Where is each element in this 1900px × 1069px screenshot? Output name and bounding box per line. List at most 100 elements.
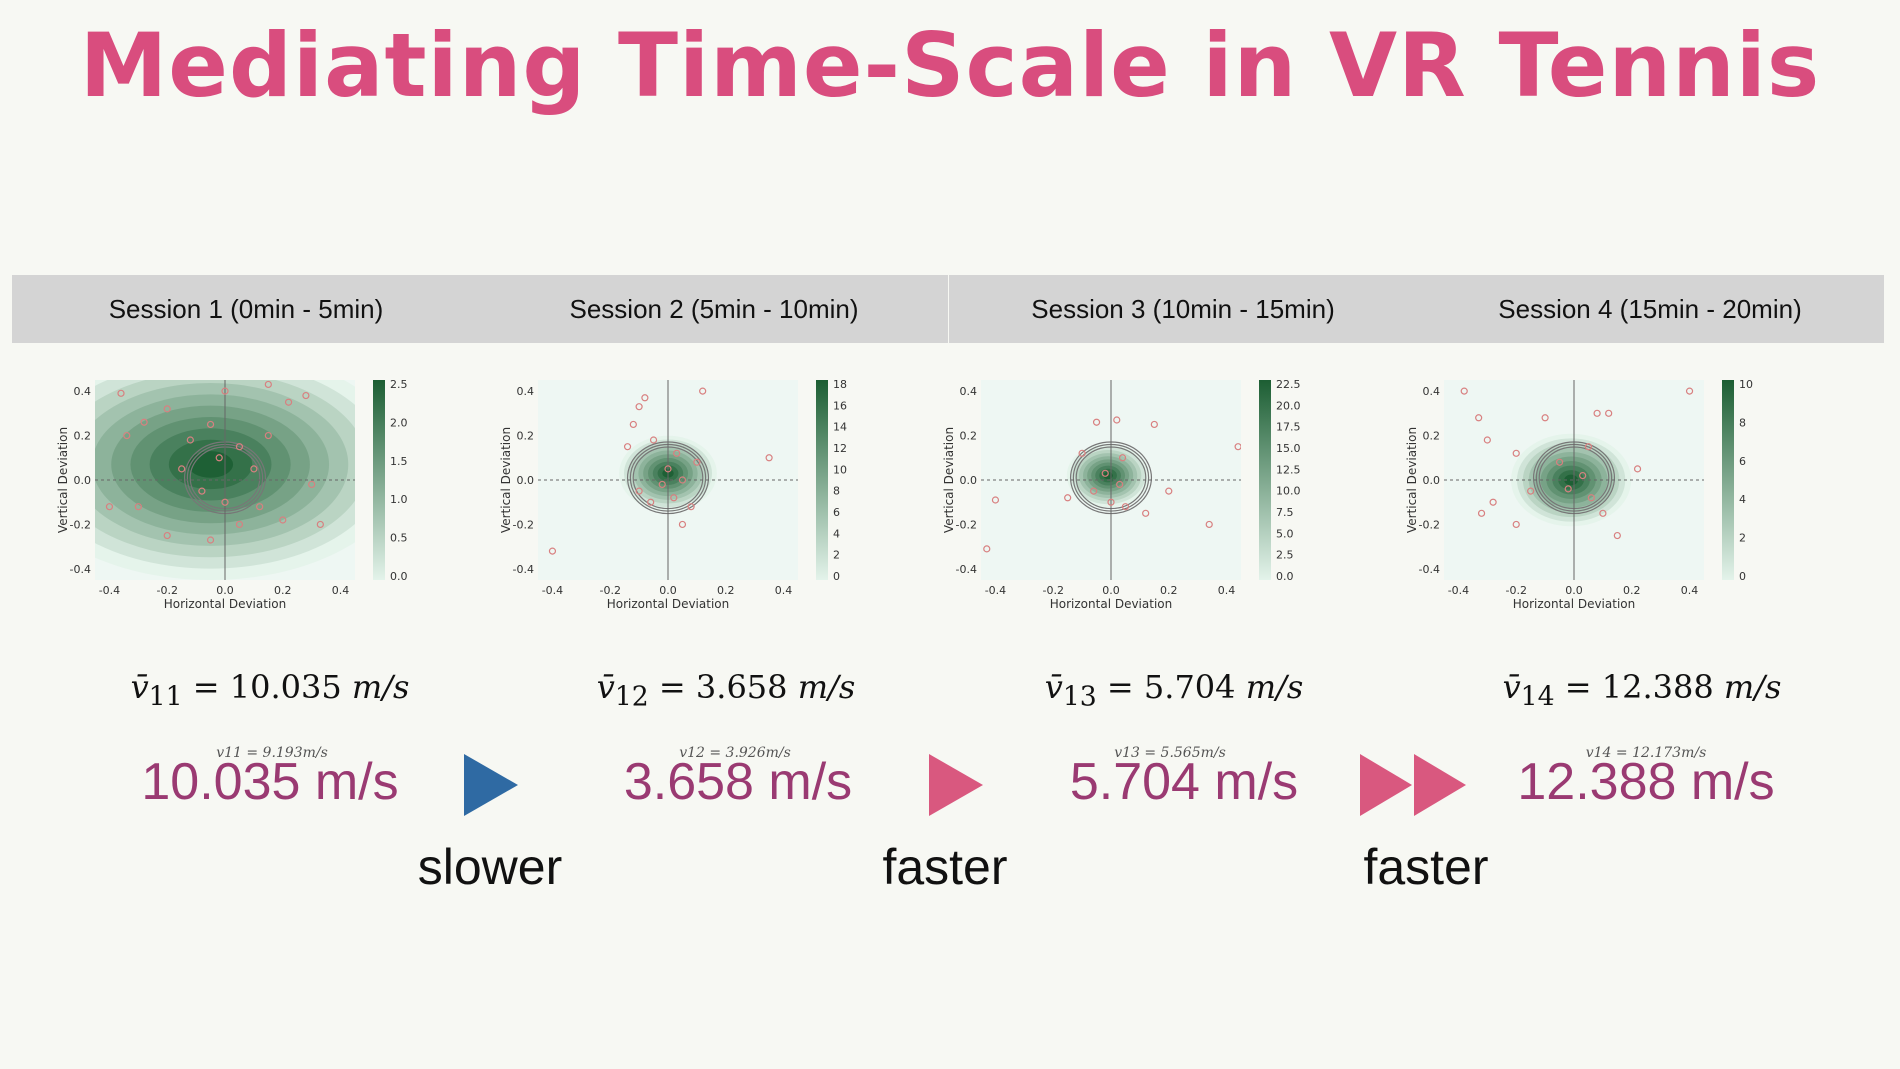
- y-tick-label: 0.4: [960, 385, 978, 398]
- colorbar-tick-label: 0: [1739, 570, 1746, 583]
- density-plot-3: -0.4 -0.2 0.0 0.2 0.4 0.4 0.2 0.0 -0.2 -0.4 Horizo…: [941, 372, 1401, 662]
- colorbar-tick-label: 7.5: [1276, 506, 1294, 519]
- colorbar-tick-label: 4: [833, 527, 840, 540]
- session-4: Session 4 (15min - 20min): [1416, 275, 1884, 345]
- data-point: [1564, 485, 1572, 493]
- y-tick-label: -0.4: [956, 563, 977, 576]
- y-tick-label: 0.0: [960, 474, 978, 487]
- colorbar-tick-label: 15.0: [1276, 442, 1301, 455]
- transition-word-1: slower: [417, 839, 563, 895]
- x-tick-label: 0.4: [332, 584, 350, 597]
- density-contour: [188, 451, 234, 478]
- density-svg-2: -0.4 -0.2 0.0 0.2 0.4 0.4 0.2 0.0 -0.2 -0.4 Horizo…: [499, 378, 847, 611]
- colorbar-tick-label: 20.0: [1276, 399, 1301, 412]
- small-note-4: v14 = 12.173m/s: [1585, 745, 1707, 761]
- data-point: [1685, 387, 1694, 395]
- density-layer: [538, 380, 798, 580]
- data-point: [983, 545, 991, 553]
- slide-title: Mediating Time-Scale in VR Tennis: [79, 14, 1821, 117]
- data-point: [123, 431, 131, 440]
- colorbar-tick-label: 18: [833, 378, 847, 391]
- x-tick-label: 0.0: [216, 584, 234, 597]
- data-point: [1113, 416, 1121, 424]
- colorbar-tick-label: 4: [1739, 493, 1746, 506]
- x-tick-label: 0.4: [1681, 584, 1699, 597]
- data-point: [1599, 509, 1607, 517]
- x-tick-label: 0.0: [1565, 584, 1583, 597]
- x-tick-label: 0.4: [775, 584, 793, 597]
- data-point: [1118, 454, 1127, 462]
- data-point: [279, 516, 287, 524]
- data-point: [1101, 469, 1109, 477]
- data-point: [235, 443, 244, 451]
- density-layer: [1444, 380, 1704, 580]
- colorbar-tick-label: 2.0: [390, 416, 408, 429]
- faster-arrow-icon: [929, 754, 983, 816]
- colorbar: [373, 380, 385, 580]
- slower-arrow-icon: [464, 754, 518, 816]
- data-point: [629, 420, 637, 429]
- session-3-label: Session 3 (10min - 15min): [949, 275, 1417, 343]
- x-tick-label: 0.4: [1218, 584, 1236, 597]
- data-point: [117, 389, 125, 397]
- data-point: [284, 398, 293, 406]
- data-point: [198, 487, 206, 495]
- data-point: [1633, 465, 1642, 473]
- x-axis-label: Horizontal Deviation: [607, 597, 729, 611]
- data-point: [641, 394, 649, 402]
- data-point: [186, 436, 194, 444]
- session-2-label: Session 2 (5min - 10min): [480, 275, 948, 343]
- colorbar: [816, 380, 828, 580]
- session-1: Session 1 (0min - 5min): [12, 275, 480, 345]
- transition-word-3: faster: [1363, 839, 1489, 895]
- data-point: [664, 465, 672, 473]
- colorbar-tick-label: 22.5: [1276, 378, 1301, 391]
- data-point: [1121, 503, 1130, 511]
- data-point: [140, 418, 148, 426]
- data-point: [308, 480, 316, 489]
- data-point: [687, 503, 695, 511]
- data-point: [316, 520, 324, 529]
- colorbar-tick-label: 17.5: [1276, 421, 1301, 434]
- data-point: [264, 380, 272, 389]
- colorbar-tick-label: 10: [1739, 378, 1753, 391]
- density-svg-3: -0.4 -0.2 0.0 0.2 0.4 0.4 0.2 0.0 -0.2 -0.4 Horizo…: [942, 378, 1301, 611]
- data-point: [1205, 520, 1213, 529]
- data-point: [765, 454, 773, 462]
- data-point: [250, 465, 258, 473]
- data-point: [1527, 487, 1535, 495]
- x-axis-label: Horizontal Deviation: [1050, 597, 1172, 611]
- small-note-3: v13 = 5.565m/s: [1114, 745, 1226, 761]
- data-point: [678, 476, 687, 484]
- x-tick-label: -0.2: [156, 584, 177, 597]
- data-point: [178, 465, 186, 473]
- y-tick-label: -0.4: [1419, 563, 1440, 576]
- data-point: [163, 531, 171, 540]
- data-point: [1107, 498, 1115, 506]
- mean-speed-formula-4: v̄14 = 12.388 m/s: [1502, 668, 1782, 713]
- data-point: [1489, 498, 1497, 506]
- x-axis-label: Horizontal Deviation: [1513, 597, 1635, 611]
- data-point: [1064, 494, 1072, 502]
- x-tick-label: -0.4: [1448, 584, 1469, 597]
- data-point: [1092, 418, 1101, 426]
- mean-speed-formula-3: v̄13 = 5.704 m/s: [1044, 668, 1304, 713]
- speed-2: 3.658 m/s: [623, 753, 853, 811]
- data-point: [1483, 436, 1491, 444]
- colorbar-tick-label: 12.5: [1276, 463, 1301, 476]
- y-tick-label: -0.2: [70, 518, 91, 531]
- y-axis-label: Vertical Deviation: [56, 427, 70, 533]
- colorbar-tick-label: 2: [833, 549, 840, 562]
- y-axis-label: Vertical Deviation: [942, 427, 956, 533]
- data-point: [105, 503, 114, 511]
- colorbar-tick-label: 6: [833, 506, 840, 519]
- y-tick-label: 0.4: [517, 385, 535, 398]
- x-tick-label: -0.4: [985, 584, 1006, 597]
- y-tick-label: 0.0: [1423, 474, 1441, 487]
- data-point: [1512, 449, 1520, 457]
- density-svg-1: -0.4 -0.2 0.0 0.2 0.4 0.4 0.2 0.0 -0.2 -0.4 Horizo…: [56, 378, 408, 611]
- density-layer: [981, 380, 1241, 580]
- x-tick-label: 0.0: [659, 584, 677, 597]
- data-point: [221, 387, 229, 395]
- data-point: [548, 547, 557, 555]
